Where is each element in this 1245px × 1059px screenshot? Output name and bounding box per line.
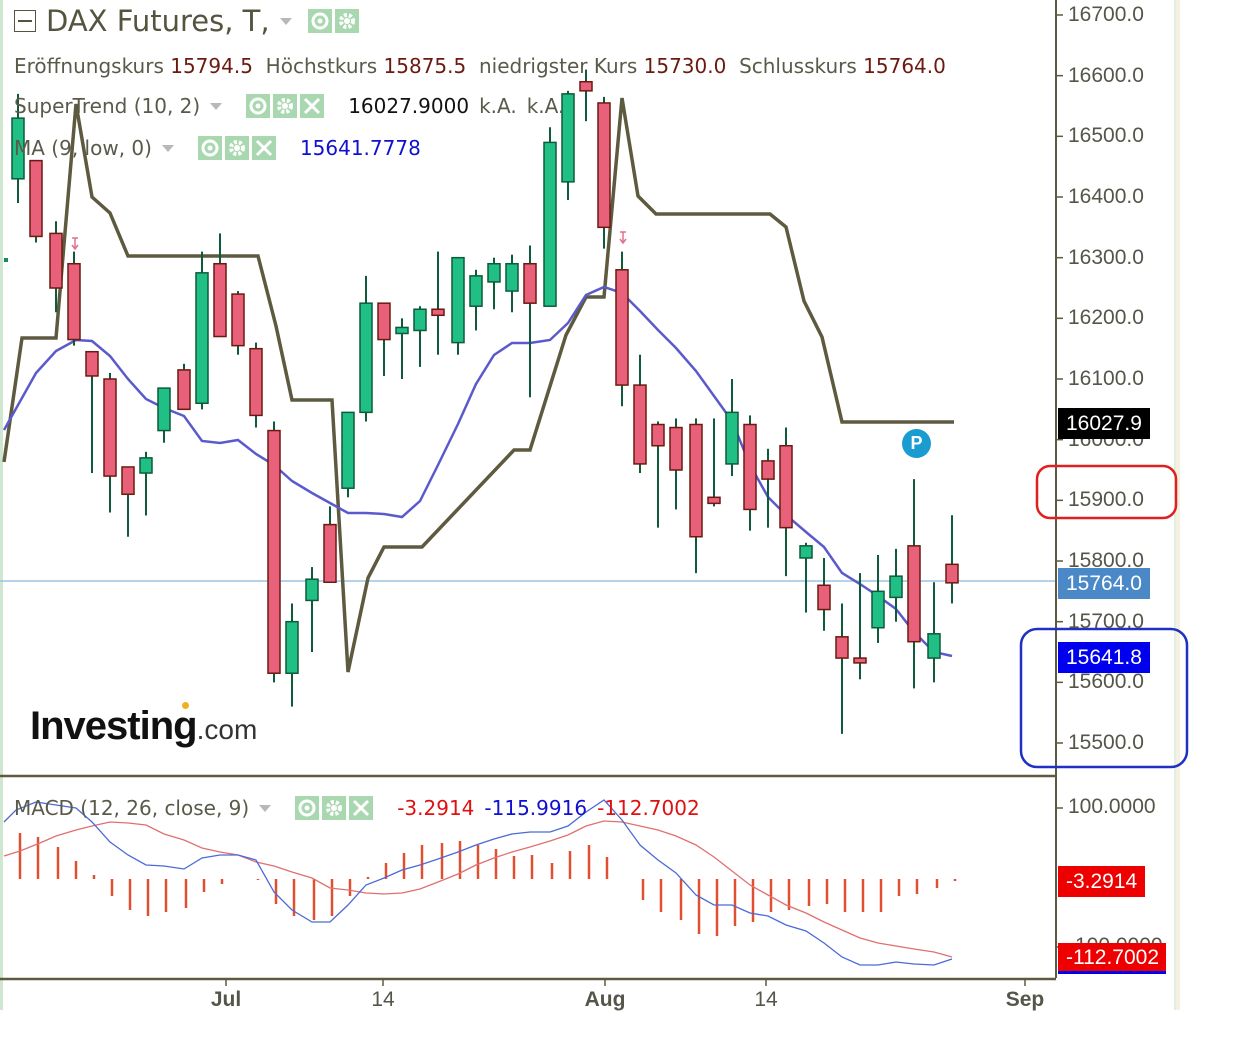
x-axis-label: 14	[371, 988, 395, 1011]
left-border	[0, 0, 3, 1010]
macd-line-value: -115.9916	[484, 796, 588, 820]
macd-signal-tag: -112.7002	[1058, 943, 1166, 974]
macd-legend: MACD (12, 26, close, 9) -3.2914 -115.991…	[14, 796, 700, 820]
supertrend-extra-2: k.A.	[526, 94, 565, 118]
chart-title-row: DAX Futures, T,	[14, 4, 359, 38]
close-label: Schlusskurs	[739, 54, 857, 78]
price-axis-tick: 15800.0	[1068, 549, 1144, 572]
x-axis-label: 14	[754, 988, 778, 1011]
ma-label[interactable]: MA (9, low, 0)	[14, 136, 152, 160]
open-value: 15794.5	[170, 54, 253, 78]
macd-axis-tick: 100.0000	[1068, 795, 1156, 818]
p-marker-icon[interactable]: P	[902, 429, 931, 458]
gear-icon[interactable]	[322, 796, 347, 820]
macd-label[interactable]: MACD (12, 26, close, 9)	[14, 796, 250, 820]
close-price-tag: 15764.0	[1058, 568, 1150, 599]
logo-dot-icon	[182, 702, 189, 709]
chevron-down-icon[interactable]	[210, 102, 223, 110]
price-axis-tick: 15700.0	[1068, 609, 1144, 633]
price-axis-tick: 16100.0	[1068, 367, 1144, 390]
supertrend-value: 16027.9000	[348, 94, 470, 118]
price-axis-tick: 15500.0	[1068, 731, 1144, 754]
high-label: Höchstkurs	[265, 54, 378, 78]
supertrend-price-tag: 16027.9	[1058, 408, 1150, 439]
price-axis-tick: 16500.0	[1068, 124, 1144, 148]
chevron-down-icon[interactable]	[161, 144, 174, 152]
close-value: 15764.0	[863, 54, 946, 78]
sell-signal-icon	[71, 231, 627, 251]
close-icon[interactable]	[300, 94, 325, 118]
x-axis-label: Aug	[584, 988, 626, 1011]
candlestick-series	[11, 69, 959, 734]
investing-logo: Investing.com	[30, 702, 258, 749]
gear-icon[interactable]	[224, 136, 249, 160]
macd-hist-tag: -3.2914	[1058, 866, 1146, 897]
gear-icon[interactable]	[273, 94, 298, 118]
price-axis-tick: 16600.0	[1068, 63, 1144, 87]
low-label: niedrigster Kurs	[478, 54, 638, 78]
logo-suffix: .com	[196, 714, 258, 745]
ma-legend: MA (9, low, 0) 15641.7778	[14, 136, 421, 160]
ma-price-tag: 15641.8	[1058, 642, 1150, 673]
supertrend-label[interactable]: SuperTrend (10, 2)	[14, 94, 201, 118]
close-icon[interactable]	[251, 136, 276, 160]
ma-value: 15641.7778	[299, 136, 421, 160]
ma-line	[2, 285, 953, 658]
price-axis-tick: 15900.0	[1068, 488, 1144, 512]
price-axis-tick: 16300.0	[1068, 245, 1144, 269]
low-value: 15730.0	[643, 54, 727, 78]
price-axis-tick: 15600.0	[1068, 670, 1144, 694]
high-value: 15875.5	[383, 54, 467, 78]
minus-square-icon[interactable]	[14, 10, 36, 32]
open-label: Eröffnungskurs	[14, 54, 164, 78]
price-axis-tick: 16400.0	[1068, 185, 1144, 208]
macd-signal-value: -112.7002	[597, 796, 700, 820]
x-axis-label: Sep	[1005, 988, 1045, 1011]
highlight-box-red	[1035, 464, 1178, 520]
eye-icon[interactable]	[307, 9, 332, 33]
price-axis-tick: 16200.0	[1068, 306, 1144, 330]
x-axis-label: Jul	[210, 988, 242, 1011]
highlight-box-blue	[1019, 627, 1189, 769]
price-axis-tick: 16700.0	[1068, 3, 1144, 26]
supertrend-line	[2, 97, 954, 673]
supertrend-extra-1: k.A.	[479, 94, 517, 118]
instrument-title[interactable]: DAX Futures, T,	[46, 4, 270, 38]
chevron-down-icon[interactable]	[259, 804, 272, 812]
eye-icon[interactable]	[295, 796, 320, 820]
eye-icon[interactable]	[197, 136, 222, 160]
macd-pane-series	[3, 799, 957, 966]
eye-icon[interactable]	[246, 94, 271, 118]
chevron-down-icon[interactable]	[279, 17, 292, 25]
ohlc-row: Eröffnungskurs 15794.5 Höchstkurs 15875.…	[14, 54, 946, 78]
supertrend-legend: SuperTrend (10, 2) 16027.9000 k.A. k.A.	[14, 94, 564, 118]
logo-main: Investing	[30, 704, 198, 748]
gear-icon[interactable]	[334, 9, 359, 33]
right-stripe	[1176, 0, 1180, 1010]
close-icon[interactable]	[349, 796, 374, 820]
macd-hist-value: -3.2914	[397, 796, 475, 820]
